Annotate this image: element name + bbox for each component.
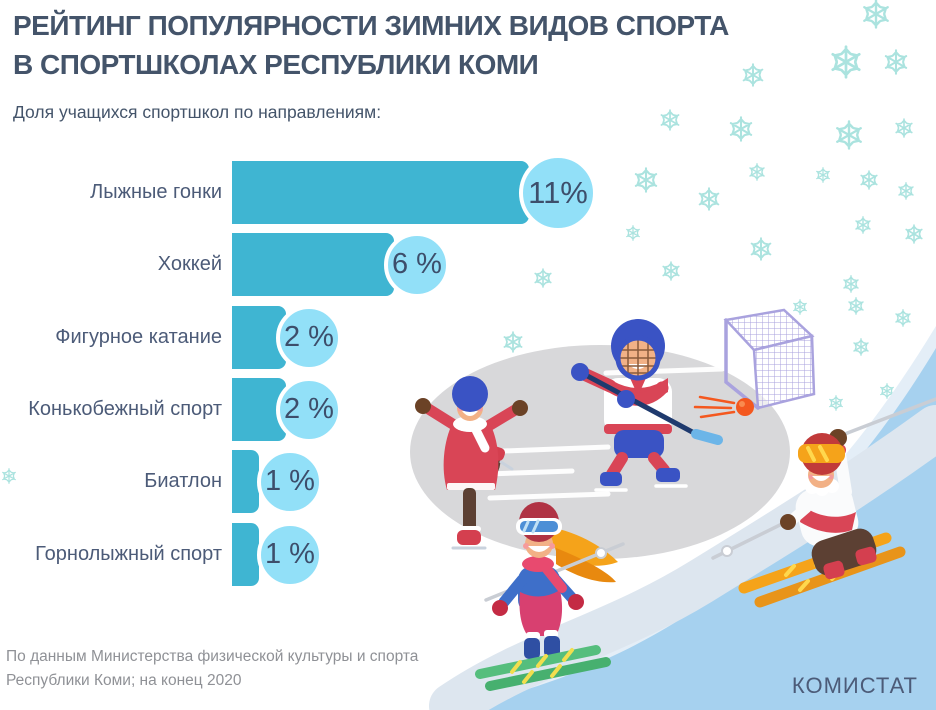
bar-row: Хоккей 6 % [0,231,700,298]
value-badge: 2 % [276,376,342,443]
value-label: 1 % [265,538,315,570]
bar [232,450,259,513]
source-line-1: По данным Министерства физической культу… [6,648,419,665]
bar-row: Биатлон 1 % [0,448,700,515]
category-label: Биатлон [144,470,222,492]
bar-row: Лыжные гонки 11% [0,153,700,232]
bar [232,233,394,296]
bar-row: Горнолыжный спорт 1 % [0,521,700,588]
value-label: 2 % [284,393,334,425]
value-badge: 2 % [276,304,342,371]
value-badge: 11% [519,153,597,232]
value-badge: 1 % [257,448,323,515]
title-line-1: РЕЙТИНГ ПОПУЛЯРНОСТИ ЗИМНИХ ВИДОВ СПОРТА [13,10,729,41]
value-label: 6 % [392,248,442,280]
value-label: 1 % [265,465,315,497]
page-title: РЕЙТИНГ ПОПУЛЯРНОСТИ ЗИМНИХ ВИДОВ СПОРТА… [13,6,729,84]
hockey-goal [723,308,816,410]
ice-rink [410,342,793,559]
category-label: Фигурное катание [55,326,222,348]
girl-skier [475,502,625,691]
title-line-2: В СПОРТШКОЛАХ РЕСПУБЛИКИ КОМИ [13,49,539,80]
downhill-skier [711,397,936,608]
category-label: Хоккей [157,253,222,275]
category-label: Горнолыжный спорт [35,543,222,565]
category-label: Лыжные гонки [90,181,222,203]
chart-subtitle: Доля учащихся спортшкол по направлениям: [13,102,382,122]
value-badge: 1 % [257,521,323,588]
brand-logo-text: КОМИСТАТ [791,673,918,698]
bar-row: Конькобежный спорт 2 % [0,376,700,443]
category-label: Конькобежный спорт [28,398,222,420]
figure-skater [415,376,528,550]
value-badge: 6 % [384,231,450,298]
puck [693,395,754,419]
bar [232,161,529,224]
source-note: По данным Министерства физической культу… [6,645,418,693]
source-line-2: Республики Коми; на конец 2020 [6,672,242,689]
value-label: 2 % [284,321,334,353]
value-label: 11% [528,174,588,210]
bar [232,523,259,586]
bar-row: Фигурное катание 2 % [0,304,700,371]
hockey-player [571,319,723,492]
